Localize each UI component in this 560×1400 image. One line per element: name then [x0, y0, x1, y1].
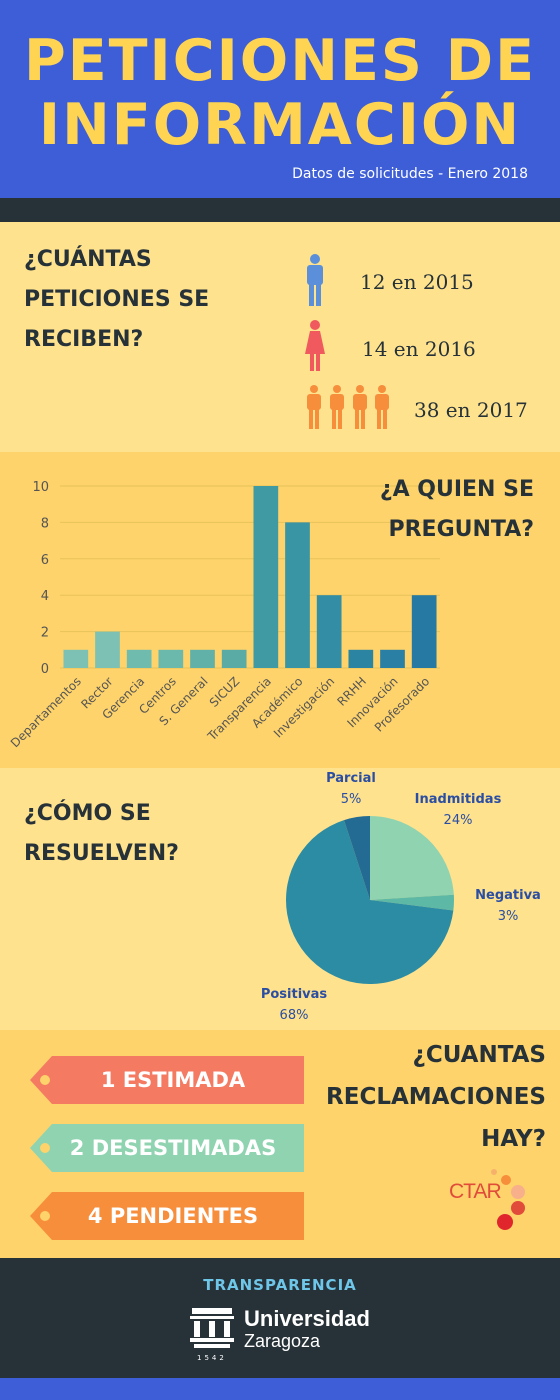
- bar: [63, 649, 89, 668]
- header: PETICIONES DE INFORMACIÓN Datos de solic…: [0, 0, 560, 198]
- bottom-band: [0, 1378, 560, 1400]
- y-tick-label: 10: [32, 480, 49, 495]
- section-resolve: ¿CÓMO SE RESUELVEN? Inadmitidas 24% Negati…: [0, 768, 560, 1030]
- y-tick-label: 4: [41, 589, 49, 604]
- crest-year: 1542: [197, 1354, 227, 1362]
- bar: [285, 522, 310, 668]
- person-icon-2015: [307, 254, 323, 306]
- ribbon-hole: [40, 1143, 50, 1153]
- section-claims: 1 ESTIMADA 2 DESESTIMADAS 4 PENDIENTES ¿…: [0, 1030, 560, 1258]
- y-tick-label: 0: [41, 662, 49, 677]
- claim-estimada-label: 1 ESTIMADA: [100, 1068, 246, 1092]
- pie-value-label: 24%: [444, 813, 473, 828]
- pie-label: Negativa: [475, 888, 541, 903]
- footer: TRANSPARENCIA Universidad Zaragoza 1542: [0, 1258, 560, 1378]
- pie-slice: [370, 894, 455, 911]
- bar: [190, 649, 215, 668]
- bar: [411, 595, 437, 668]
- pie-value-label: 68%: [280, 1008, 309, 1023]
- section-who: 0 2 4 6 8 10 Departamentos Rector Gerencia Centro…: [0, 452, 560, 768]
- pie-slice: [344, 816, 370, 900]
- bar: [158, 649, 184, 668]
- pie-slice: [370, 816, 454, 900]
- person-group-icon-2017: [307, 385, 389, 429]
- page-subtitle: Datos de solicitudes - Enero 2018: [292, 166, 528, 182]
- bar: [380, 649, 405, 668]
- bar: [348, 649, 374, 668]
- university-name-line2: Zaragoza: [244, 1331, 321, 1351]
- page-title-line1: PETICIONES DE: [23, 28, 537, 94]
- claim-desestimadas-ribbon: 2 DESESTIMADAS: [30, 1124, 304, 1172]
- ribbon-hole: [40, 1211, 50, 1221]
- who-question: ¿A QUIEN SE PREGUNTA?: [379, 477, 534, 542]
- section-received: ¿CUÁNTAS PETICIONES SE RECIBEN? 12 en 20…: [0, 222, 560, 452]
- y-tick-label: 2: [41, 626, 49, 641]
- page-title-line2: INFORMACIÓN: [38, 92, 522, 158]
- claim-estimada-ribbon: 1 ESTIMADA: [30, 1056, 304, 1104]
- person-icon-2016: [305, 320, 325, 371]
- pie-value-label: 3%: [498, 909, 519, 924]
- university-name-line1: Universidad: [244, 1306, 370, 1331]
- bar: [95, 631, 120, 668]
- pie-label: Positivas: [261, 987, 328, 1002]
- ctar-logo-icon: [491, 1169, 525, 1230]
- pie-slice: [286, 820, 454, 984]
- bar: [126, 649, 152, 668]
- claim-pendientes-ribbon: 4 PENDIENTES: [30, 1192, 304, 1240]
- bar: [221, 649, 247, 668]
- resolve-question: ¿CÓMO SE RESUELVEN?: [24, 801, 179, 866]
- stat-2016: 14 en 2016: [362, 337, 476, 361]
- ctar-logo-text: CTAR: [449, 1180, 502, 1203]
- university-crest-icon: [190, 1308, 234, 1348]
- pie-label: Parcial: [326, 771, 376, 786]
- stat-2015: 12 en 2015: [360, 270, 474, 294]
- bar: [316, 595, 342, 668]
- footer-label: TRANSPARENCIA: [203, 1276, 357, 1294]
- claim-pendientes-label: 4 PENDIENTES: [87, 1204, 259, 1228]
- y-tick-label: 8: [41, 516, 49, 531]
- stat-2017: 38 en 2017: [414, 398, 528, 422]
- divider-band: [0, 198, 560, 222]
- y-tick-label: 6: [41, 553, 49, 568]
- pie-chart: Inadmitidas 24% Negativa 3% Positivas 68% Parc…: [261, 771, 541, 1023]
- received-question: ¿CUÁNTAS PETICIONES SE RECIBEN?: [24, 247, 210, 352]
- bar-chart: 0246810DepartamentosRectorGerenciaCentro…: [8, 480, 440, 750]
- pie-label: Inadmitidas: [415, 792, 502, 807]
- bar: [253, 486, 279, 668]
- claim-desestimadas-label: 2 DESESTIMADAS: [69, 1136, 277, 1160]
- ribbon-hole: [40, 1075, 50, 1085]
- x-tick-label: Departamentos: [8, 674, 84, 750]
- claims-question: ¿CUANTAS RECLAMACIONES HAY?: [326, 1042, 546, 1152]
- pie-value-label: 5%: [341, 792, 362, 807]
